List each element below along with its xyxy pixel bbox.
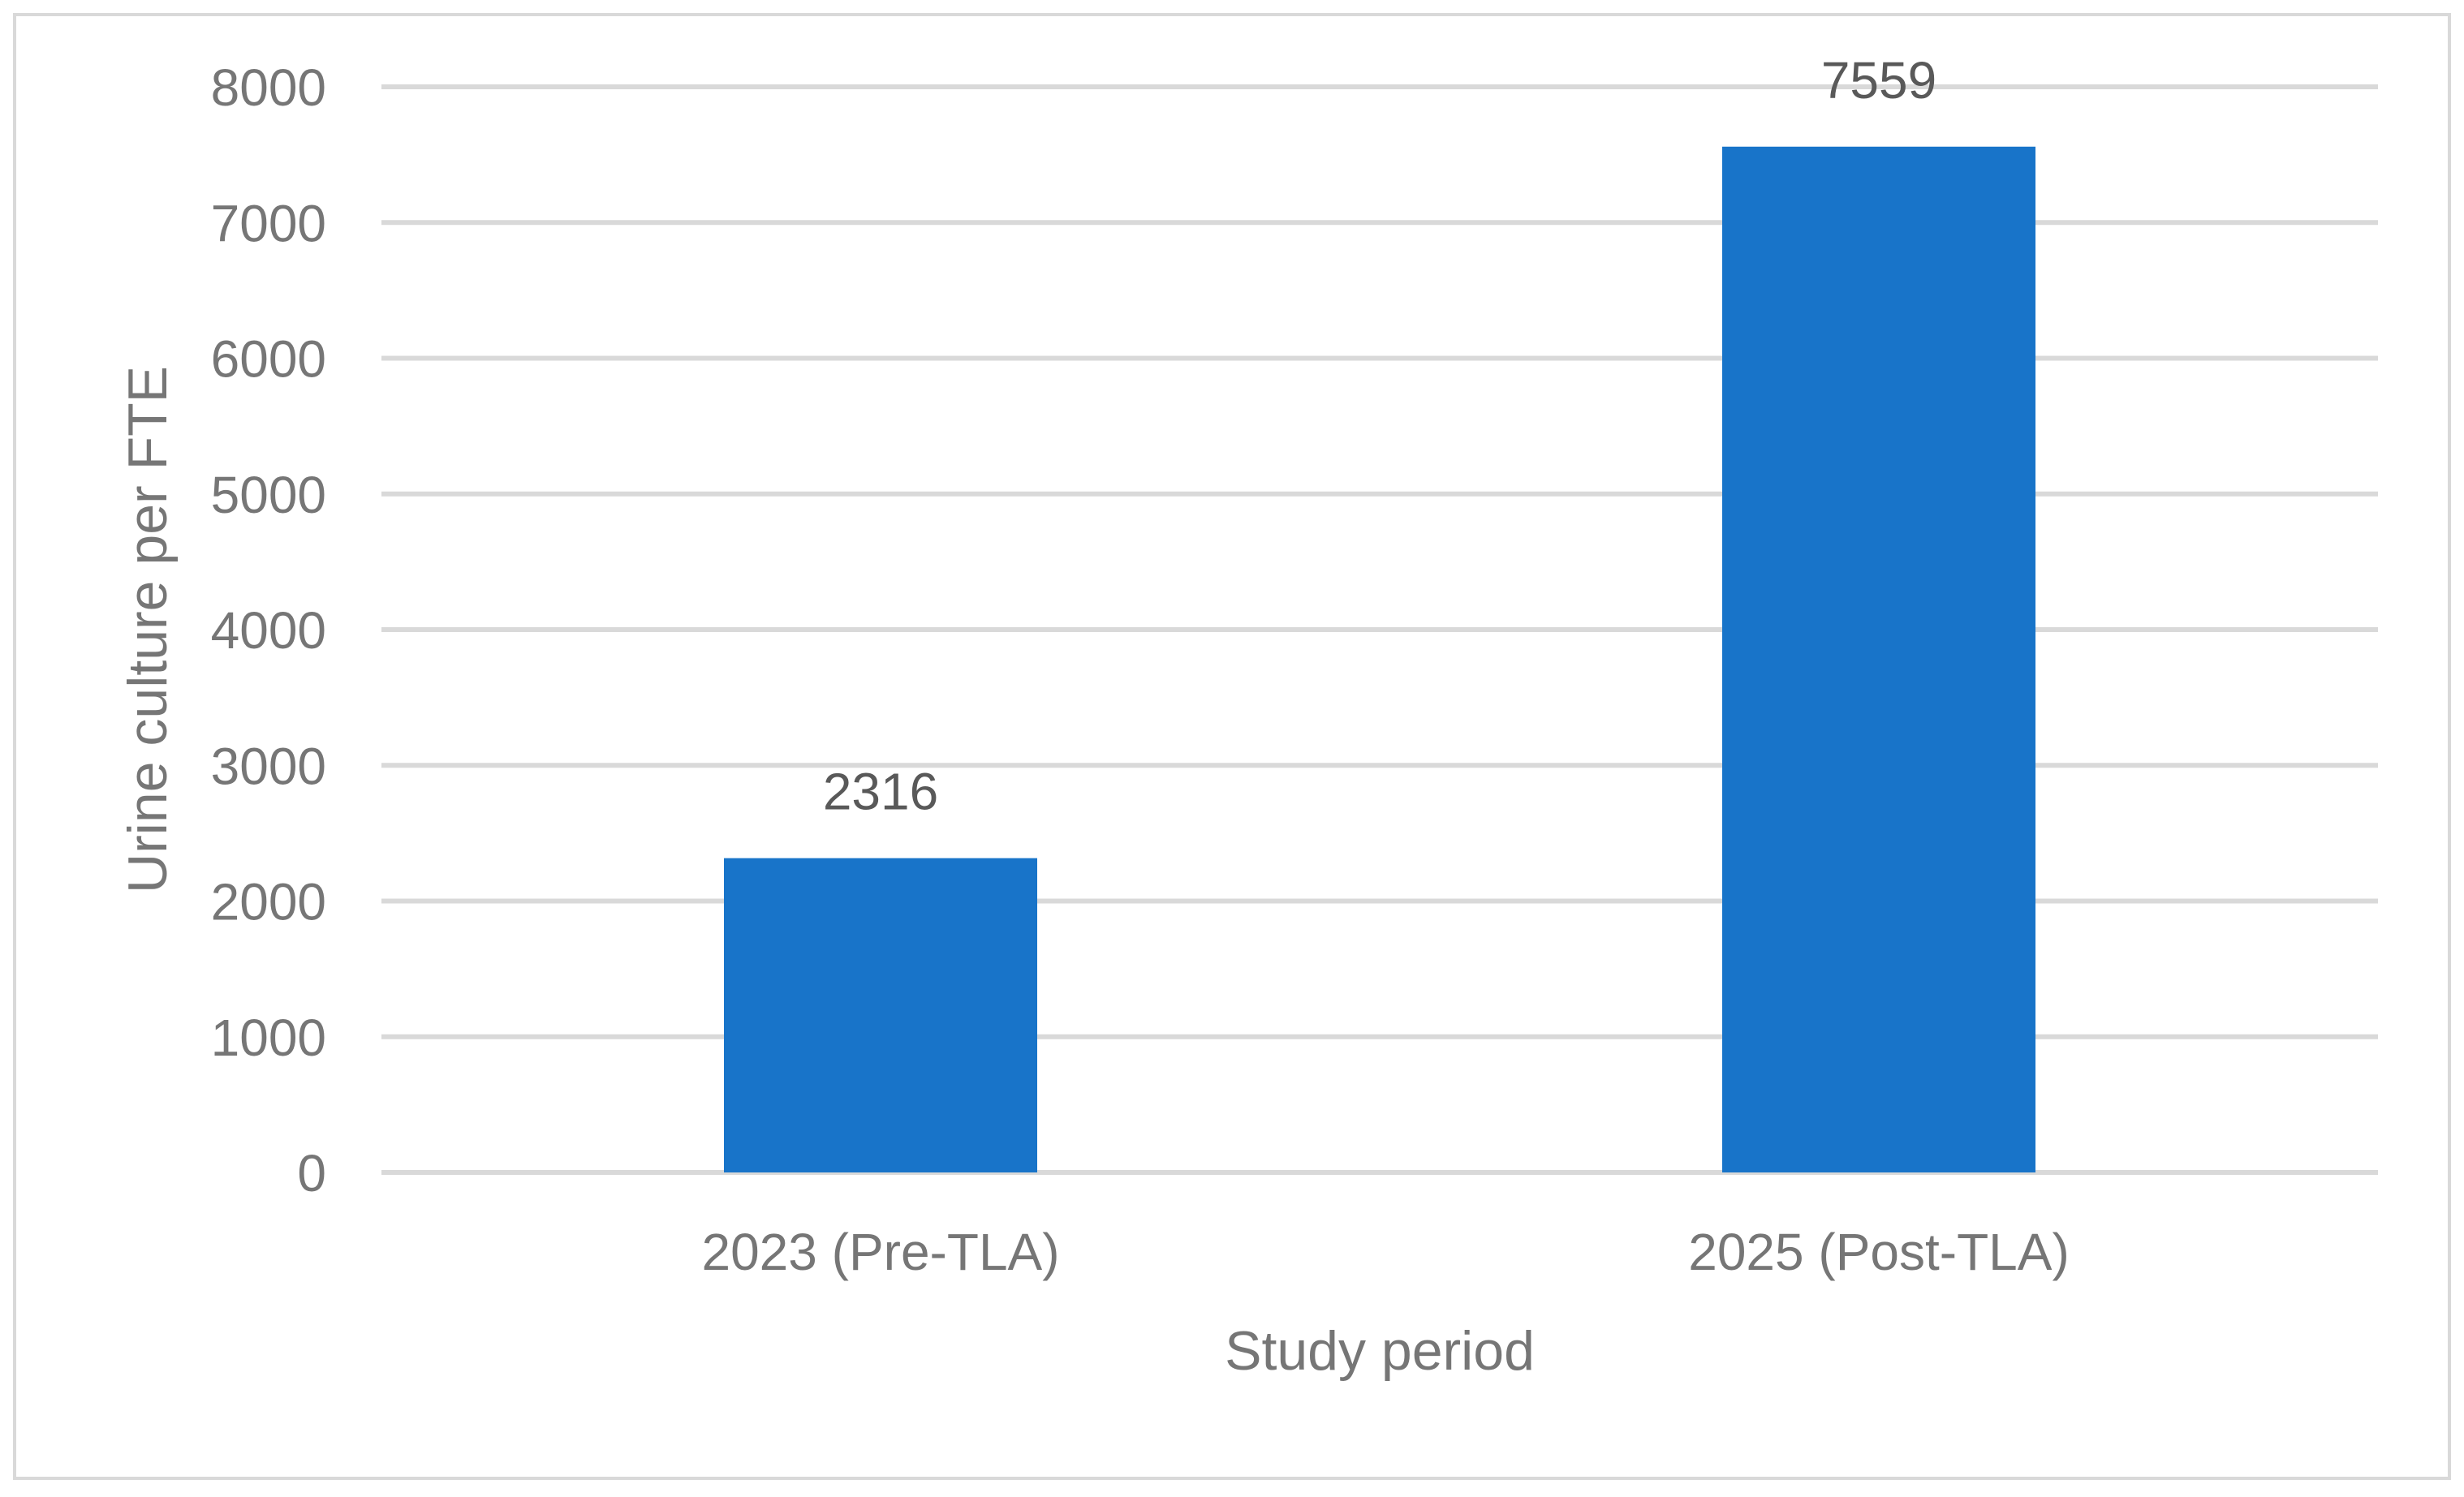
bar (724, 858, 1037, 1172)
y-tick-label: 6000 (211, 330, 326, 389)
x-axis-ticks: 2023 (Pre-TLA) 2025 (Post-TLA) (701, 1223, 2069, 1281)
x-tick-label: 2025 (Post-TLA) (1688, 1223, 2070, 1281)
y-tick-label: 4000 (211, 601, 326, 660)
x-axis-title: Study period (1225, 1320, 1535, 1382)
bars (724, 146, 2035, 1173)
data-labels: 2316 7559 (823, 51, 1936, 821)
x-tick-label: 2023 (Pre-TLA) (701, 1223, 1059, 1281)
y-axis-ticks: 0 1000 2000 3000 4000 5000 6000 7000 8000 (211, 58, 326, 1202)
data-label: 7559 (1821, 51, 1936, 110)
y-tick-label: 5000 (211, 466, 326, 524)
y-tick-label: 0 (297, 1144, 326, 1202)
y-tick-label: 7000 (211, 194, 326, 252)
y-tick-label: 2000 (211, 873, 326, 931)
bar (1722, 146, 2035, 1173)
y-axis-title: Urine culture per FTE (117, 366, 179, 893)
y-tick-label: 3000 (211, 737, 326, 795)
data-label: 2316 (823, 763, 938, 821)
y-tick-label: 1000 (211, 1009, 326, 1067)
chart-frame (13, 13, 2451, 1480)
gridlines (381, 84, 2378, 1175)
y-tick-label: 8000 (211, 58, 326, 117)
